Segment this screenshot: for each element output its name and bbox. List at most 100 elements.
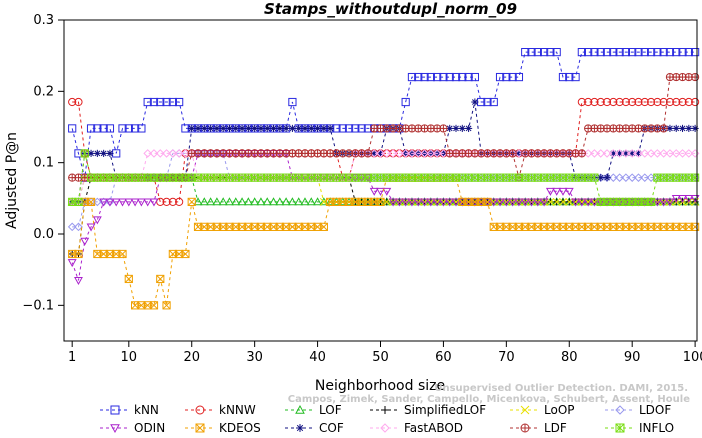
data-point [156, 274, 165, 284]
data-point [520, 198, 530, 207]
legend: kNN kNNW LOF SimplifiedLOF LoOP LDOF ODIN KDEOS… [100, 403, 674, 435]
legend-entry-ldf: LDF [510, 421, 567, 435]
data-point [659, 198, 669, 207]
data-point [602, 97, 612, 107]
data-point [326, 124, 334, 133]
data-point [691, 72, 700, 82]
series-kdeos [68, 173, 700, 310]
data-point [590, 149, 599, 158]
series-odin [67, 150, 700, 285]
data-point [452, 124, 460, 133]
legend-marker [615, 423, 625, 433]
data-point [74, 97, 83, 107]
data-point [295, 124, 303, 133]
data-point [207, 124, 215, 133]
data-point [376, 149, 385, 158]
data-point [243, 197, 253, 206]
data-point [301, 124, 309, 133]
data-point [671, 149, 681, 158]
data-point [420, 149, 429, 158]
data-point [414, 72, 423, 82]
data-point [495, 72, 505, 82]
data-point [483, 198, 492, 207]
data-point [483, 197, 492, 207]
data-point [188, 124, 196, 133]
data-point [206, 197, 216, 206]
legend-marker [110, 405, 120, 415]
data-point [426, 149, 436, 158]
data-point [382, 187, 392, 196]
data-point [476, 198, 486, 207]
data-point [577, 149, 586, 158]
legend-entry-inflo: INFLO [605, 421, 674, 435]
data-point [251, 124, 259, 133]
data-point [514, 198, 524, 207]
data-point [602, 149, 612, 158]
data-point [671, 194, 681, 203]
data-point [433, 72, 442, 82]
data-point [86, 197, 96, 207]
data-point [357, 124, 366, 133]
data-point [238, 124, 246, 133]
data-point [685, 124, 693, 133]
data-point [640, 149, 650, 158]
data-point [149, 149, 159, 158]
data-point [100, 149, 108, 157]
data-point [539, 198, 549, 207]
data-point [413, 149, 423, 158]
legend-label: INFLO [639, 421, 674, 434]
data-point [552, 48, 561, 57]
x-tick-label: 70 [498, 350, 515, 365]
x-tick-label: 60 [435, 350, 452, 365]
data-point [143, 198, 153, 207]
x-tick-label: 20 [183, 350, 200, 365]
data-point [678, 149, 687, 158]
data-point [615, 97, 624, 107]
data-point [659, 124, 668, 133]
data-point [665, 198, 675, 207]
data-point [168, 149, 178, 158]
data-point [640, 97, 649, 107]
data-point [470, 72, 479, 82]
data-point [407, 72, 417, 82]
axes: 1 10 20 30 40 50 60 70 80 90 100 −0.1 0.0 0.1 0.2 0.3 [22, 13, 702, 365]
legend-label: LOF [319, 403, 342, 417]
data-point [609, 149, 618, 158]
data-point [545, 187, 555, 196]
data-point [143, 149, 152, 158]
data-point [256, 197, 266, 206]
x-tick-label: 80 [561, 350, 578, 365]
legend-label: KDEOS [219, 421, 261, 434]
data-point [225, 197, 234, 206]
data-point [646, 197, 656, 207]
series-line [71, 152, 696, 281]
data-point [287, 197, 297, 206]
data-point [583, 198, 593, 207]
data-point [527, 198, 536, 207]
data-point [68, 97, 77, 107]
legend-marker [295, 404, 305, 414]
data-point [407, 149, 417, 158]
data-point [678, 124, 687, 133]
series-simplifiedlof [68, 174, 699, 258]
data-point [627, 149, 637, 158]
data-point [672, 97, 681, 107]
data-point [382, 173, 391, 182]
data-point [86, 223, 96, 232]
legend-marker [195, 423, 205, 433]
data-point [376, 173, 385, 182]
data-point [678, 97, 687, 107]
data-point [615, 48, 624, 57]
data-point [80, 149, 89, 158]
data-point [401, 198, 411, 207]
data-point [432, 198, 442, 207]
data-point [394, 198, 404, 207]
data-point [684, 97, 693, 107]
data-point [162, 97, 171, 107]
data-point [495, 198, 505, 207]
data-point [483, 97, 492, 107]
data-point [439, 124, 448, 133]
data-point [257, 124, 265, 133]
data-point [690, 149, 700, 158]
